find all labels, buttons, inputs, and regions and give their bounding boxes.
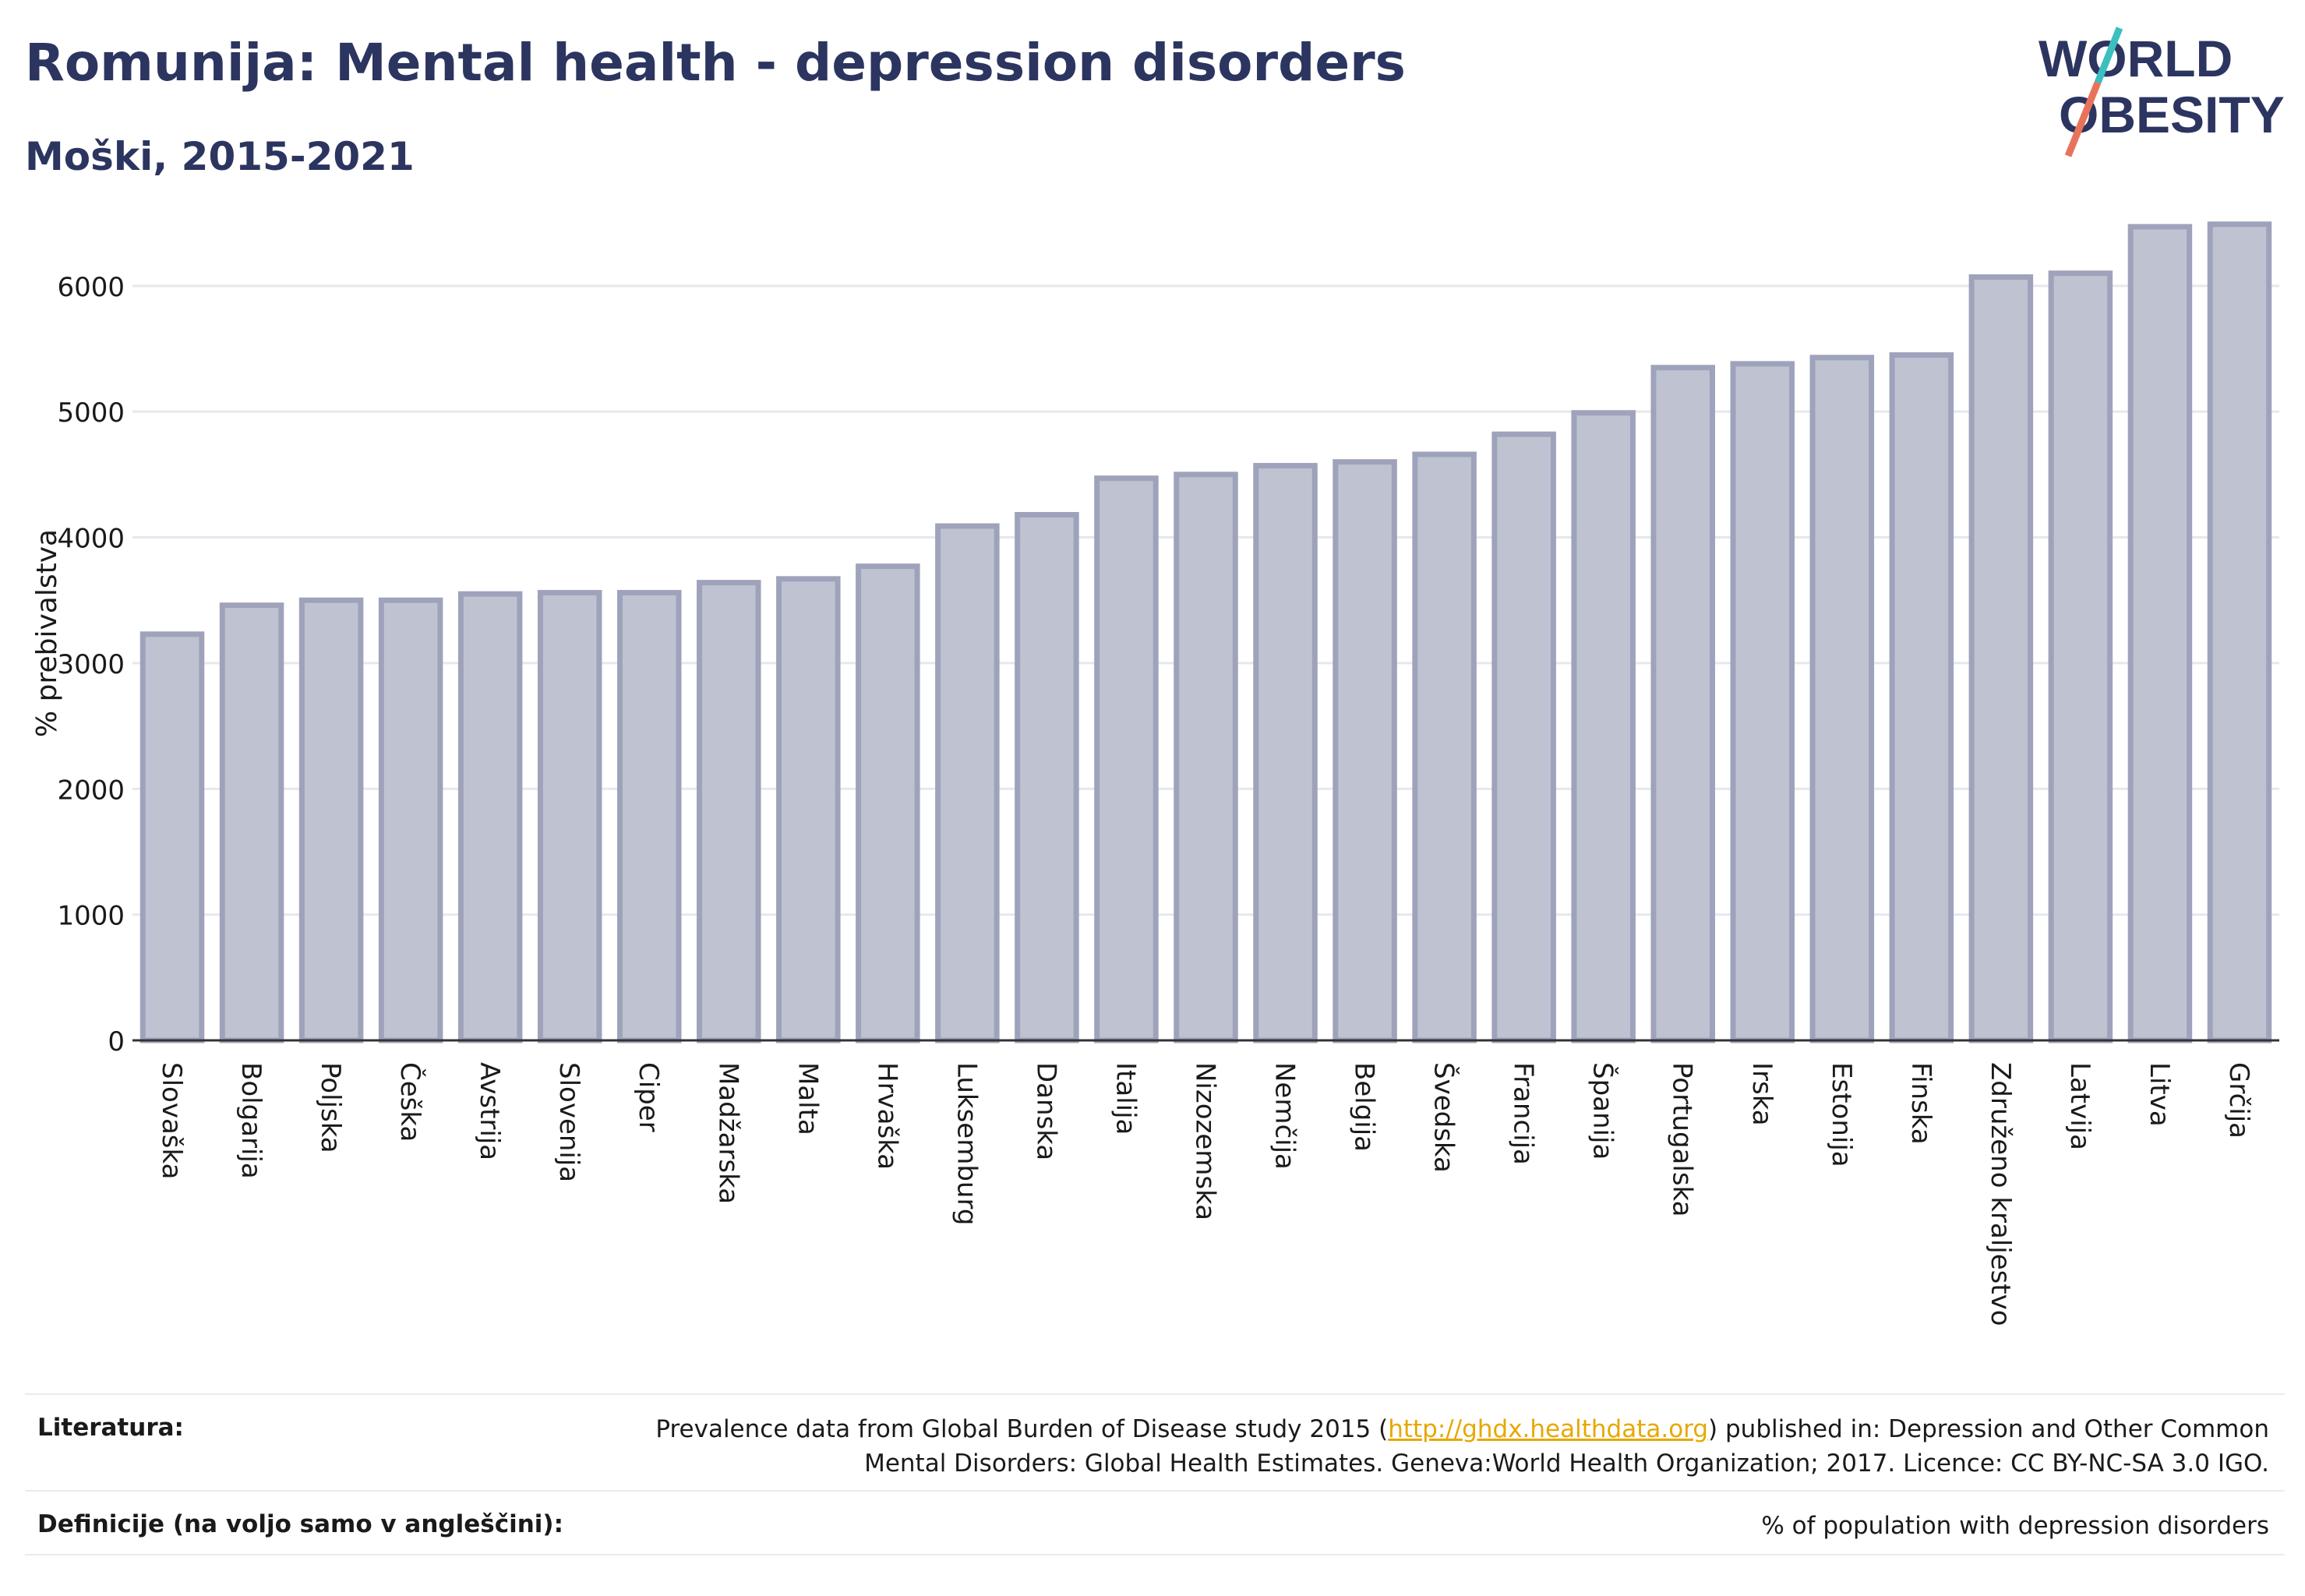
bar-malta: [776, 576, 841, 1043]
footer-divider-middle: [25, 1490, 2285, 1492]
world-obesity-logo: WORLD OBESITY: [2038, 26, 2285, 157]
y-tick-labels: 0 1000 2000 3000 4000 5000 6000: [57, 272, 125, 1058]
x-tick-label: Portugalska: [1667, 1062, 1698, 1216]
y-tick-label: 5000: [57, 397, 125, 429]
bar-portugalska: [1650, 365, 1715, 1043]
definitions-text: % of population with depression disorder…: [1761, 1512, 2269, 1540]
x-tick-label: Malta: [792, 1062, 823, 1135]
x-tick-label: Estonija: [1826, 1062, 1857, 1167]
bar-slovaška: [139, 631, 205, 1043]
bar-grčija: [2207, 221, 2272, 1043]
footer-definitions: Definicije (na voljo samo v angleščini):…: [25, 1498, 2285, 1552]
x-tick-label: Belgija: [1349, 1062, 1380, 1152]
x-tick-label: Danska: [1030, 1062, 1061, 1160]
footer-literature: Literatura: Prevalence data from Global …: [25, 1403, 2285, 1488]
page-title: Romunija: Mental health - depression dis…: [25, 33, 1406, 93]
bar-nemčija: [1253, 463, 1318, 1043]
literature-text: Prevalence data from Global Burden of Di…: [655, 1415, 2269, 1478]
bar-estonija: [1809, 355, 1875, 1043]
bar-hrvaška: [856, 563, 920, 1043]
bar-švedska: [1412, 451, 1477, 1043]
x-tick-label: Bolgarija: [235, 1062, 267, 1179]
y-tick-label: 3000: [57, 649, 125, 680]
x-tick-label: Grčija: [2223, 1062, 2254, 1139]
bar-italija: [1094, 475, 1159, 1043]
bar-slovenija: [537, 590, 602, 1043]
x-tick-label: Švedska: [1428, 1062, 1460, 1173]
x-tick-label: Litva: [2144, 1062, 2175, 1127]
literature-link[interactable]: http://ghdx.healthdata.org: [1388, 1415, 1709, 1443]
bar-chart: 0 1000 2000 3000 4000 5000 6000 Slovaška Bolgar…: [31, 221, 2279, 1326]
page-subtitle: Moški, 2015-2021: [25, 134, 415, 179]
x-tick-label: Slovaška: [156, 1062, 187, 1179]
footer-divider-top: [25, 1393, 2285, 1395]
bar-finska: [1889, 352, 1954, 1043]
bar-luksemburg: [935, 523, 1000, 1043]
x-tick-label: Luksemburg: [951, 1062, 982, 1225]
x-tick-label: Latvija: [2064, 1062, 2095, 1150]
x-tick-label: Poljska: [315, 1062, 346, 1153]
logo-text-world: WORLD: [2038, 30, 2233, 87]
bar-danska: [1015, 512, 1079, 1043]
bar-francija: [1491, 431, 1556, 1043]
bar-latvija: [2048, 270, 2113, 1043]
bar-španija: [1571, 410, 1636, 1043]
logo-slash-teal: [2094, 26, 2123, 84]
x-tick-label: Francija: [1508, 1062, 1539, 1165]
bar-poljska: [298, 597, 364, 1043]
x-tick-label: Ciper: [633, 1062, 664, 1132]
bar-združeno-kraljestvo: [1968, 274, 2034, 1043]
bar-avstrija: [457, 591, 523, 1043]
y-tick-label: 6000: [57, 272, 125, 303]
x-tick-label: Slovenija: [553, 1062, 584, 1182]
bar-irska: [1730, 361, 1795, 1043]
logo-text-obesity: OBESITY: [2059, 86, 2285, 143]
x-tick-label: Združeno kraljestvo: [1985, 1062, 2016, 1326]
x-tick-label: Italija: [1110, 1062, 1141, 1135]
bar-nizozemska: [1174, 471, 1238, 1043]
x-tick-labels: Slovaška Bolgarija Poljska Češka Avstrija Slo…: [156, 1062, 2254, 1326]
logo-slash-coral: [2064, 81, 2102, 157]
y-tick-label: 0: [108, 1026, 125, 1058]
y-axis-label: % prebivalstva: [31, 529, 63, 737]
x-tick-label: Češka: [394, 1062, 426, 1142]
x-tick-label: Nemčija: [1269, 1062, 1301, 1170]
x-tick-label: Hrvaška: [871, 1062, 902, 1170]
x-tick-label: Nizozemska: [1190, 1062, 1221, 1220]
x-tick-label: Avstrija: [474, 1062, 505, 1160]
bar-litva: [2127, 224, 2193, 1043]
bar-belgija: [1333, 459, 1397, 1043]
bar-bolgarija: [219, 602, 284, 1043]
x-tick-label: Španija: [1587, 1062, 1619, 1160]
bar-madžarska: [697, 580, 761, 1043]
x-tick-label: Finska: [1905, 1062, 1936, 1145]
bar-češka: [378, 597, 443, 1043]
x-tick-label: Irska: [1746, 1062, 1777, 1126]
y-tick-label: 2000: [57, 775, 125, 806]
bars: [139, 221, 2272, 1043]
literature-label: Literatura:: [37, 1414, 184, 1442]
definitions-label: Definicije (na voljo samo v angleščini):: [37, 1510, 563, 1538]
footer-divider-bottom: [25, 1554, 2285, 1555]
y-tick-label: 4000: [57, 524, 125, 555]
bar-ciper: [616, 590, 682, 1043]
y-tick-label: 1000: [57, 901, 125, 932]
x-tick-label: Madžarska: [712, 1062, 743, 1204]
